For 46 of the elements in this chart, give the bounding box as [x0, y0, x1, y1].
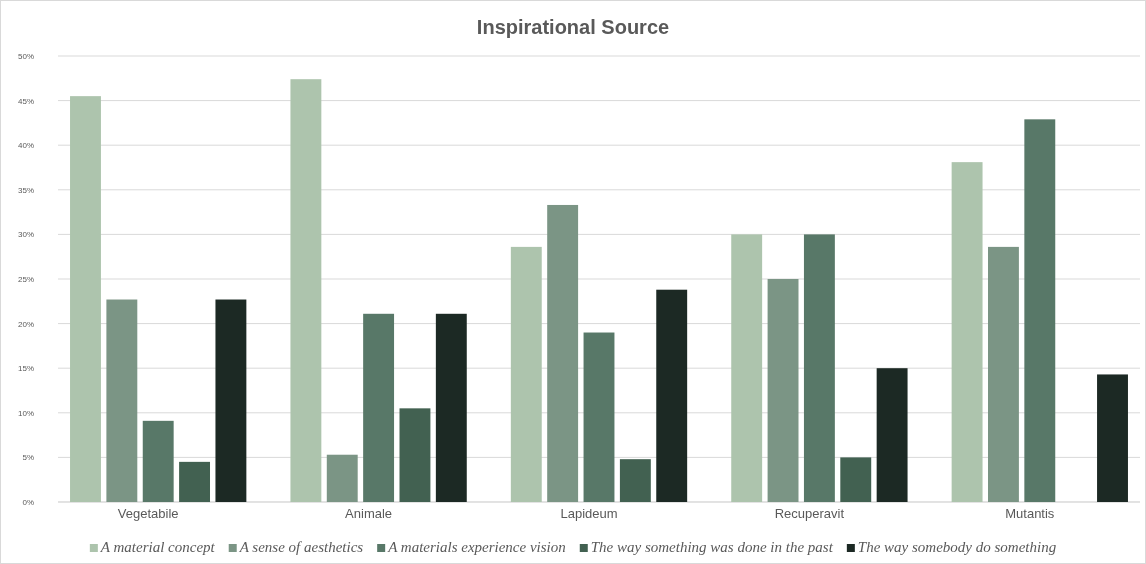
y-tick-label: 25%	[17, 275, 34, 285]
bar	[619, 459, 651, 502]
x-tick-label: Lapideum	[560, 506, 618, 521]
bar	[106, 299, 138, 502]
legend-label: The way somebody do something	[857, 539, 1057, 555]
bar	[290, 79, 322, 502]
y-tick-label: 50%	[17, 52, 34, 62]
bar	[731, 234, 763, 502]
x-tick-label: Recuperavit	[774, 506, 845, 521]
bar	[1024, 119, 1056, 502]
bar	[803, 234, 835, 502]
legend-label: A sense of aesthetics	[238, 539, 364, 555]
y-tick-label: 5%	[22, 453, 34, 463]
bar	[1097, 374, 1128, 502]
y-tick-label: 10%	[17, 408, 34, 418]
bar	[179, 461, 211, 502]
legend-label: A materials experience vision	[387, 539, 566, 555]
y-tick-label: 0%	[22, 498, 34, 508]
legend-label: A material concept	[99, 539, 216, 555]
y-tick-label: 15%	[17, 364, 34, 374]
bar	[435, 313, 467, 502]
y-tick-label: 20%	[17, 319, 34, 329]
y-tick-label: 35%	[17, 185, 34, 195]
x-tick-label: Vegetabile	[117, 506, 179, 521]
x-tick-label: Mutantis	[1005, 506, 1055, 521]
x-tick-label: Animale	[345, 506, 393, 521]
bar	[767, 279, 799, 502]
bar	[583, 332, 615, 502]
bar	[363, 313, 395, 502]
bar	[988, 246, 1019, 502]
bar	[656, 289, 688, 502]
bar	[840, 457, 872, 502]
y-tick-label: 40%	[17, 141, 34, 151]
bar	[399, 408, 431, 502]
bar	[547, 204, 579, 502]
bar	[142, 420, 174, 502]
chart-title: Inspirational Source	[476, 16, 670, 38]
bar	[215, 299, 247, 502]
bar	[70, 96, 101, 502]
legend-label: The way something was done in the past	[590, 539, 834, 555]
bar	[510, 246, 542, 502]
bar	[951, 162, 983, 502]
y-tick-label: 30%	[17, 230, 34, 240]
y-tick-label: 45%	[17, 96, 34, 106]
bar	[326, 454, 358, 502]
bar	[876, 368, 908, 502]
